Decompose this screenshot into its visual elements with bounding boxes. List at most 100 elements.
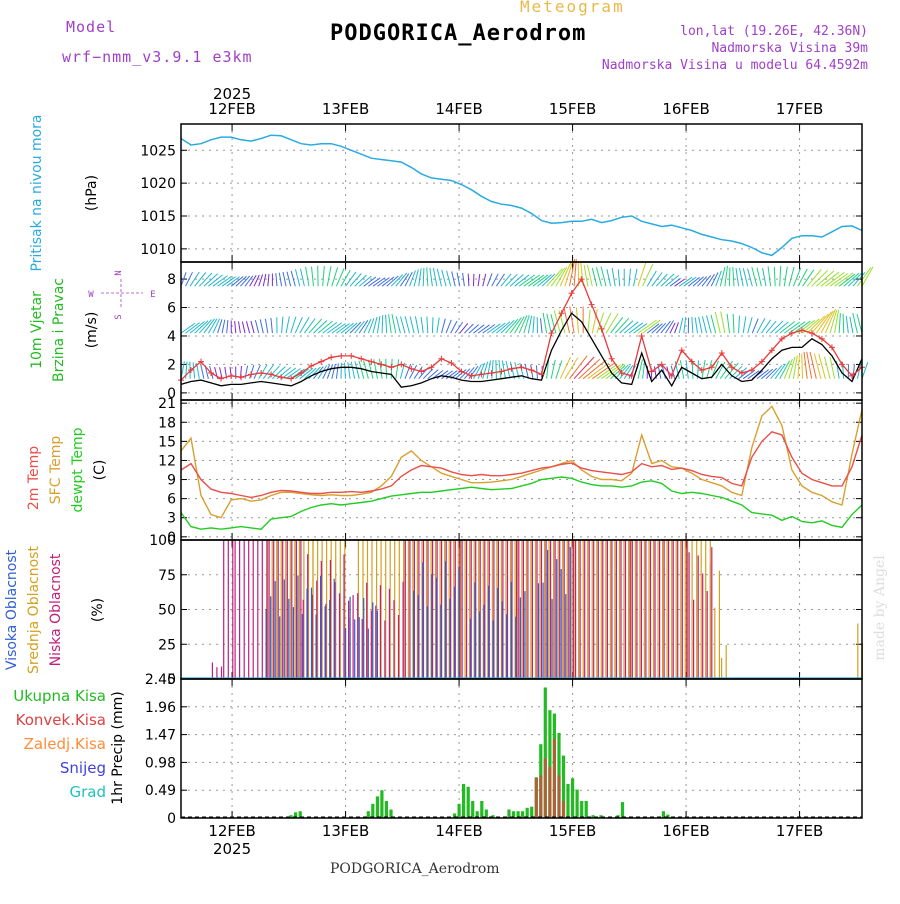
ytick-label-wind: 8 — [167, 272, 176, 288]
wind-barb — [862, 267, 873, 287]
ytick-label-temperature: 12 — [158, 453, 176, 469]
wind-barb — [543, 313, 547, 333]
ylabel-low-cloud: Niska Oblacnost — [48, 553, 64, 666]
precip-bar-total — [585, 801, 588, 818]
series-line-2m-temp — [181, 432, 862, 498]
wind-barb — [502, 361, 505, 379]
wind-barb — [839, 274, 855, 286]
wind-barb — [862, 362, 868, 379]
gust-markers — [178, 276, 865, 383]
wind-barb — [345, 363, 346, 379]
wind-barb — [442, 319, 446, 333]
precip-total-bars — [290, 688, 670, 819]
wind-barb — [748, 317, 752, 333]
wind-barb — [350, 274, 361, 287]
wind-barb — [825, 357, 831, 379]
wind-barb — [282, 317, 283, 334]
ylabel-pressure: Pritisak na nivou mora — [29, 114, 45, 271]
ytick-label-pressure: 1010 — [140, 242, 176, 258]
wind-barb — [743, 268, 747, 286]
wind-barb — [432, 317, 433, 333]
wind-barb — [268, 274, 269, 286]
gust-marker — [388, 364, 394, 370]
wind-barb — [656, 274, 667, 286]
gust-marker — [338, 353, 344, 359]
ytick-label-wind: 4 — [167, 329, 176, 345]
wind-barb — [715, 312, 720, 333]
ylabel-sfc-temp: SFC Temp — [48, 436, 64, 505]
date-label-top-15FEB: 15FEB — [549, 100, 596, 118]
precip-bar-total — [380, 790, 383, 818]
wind-barb — [437, 318, 439, 333]
date-label-bottom-14FEB: 14FEB — [435, 822, 482, 840]
ylabel-wind-2: Brzina i Pravac — [51, 278, 67, 382]
series-line-dewpt-temp — [181, 477, 862, 529]
wind-barb — [382, 315, 383, 333]
model-elevation-label: Nadmorska Visina u modelu 64.4592m — [602, 58, 868, 73]
wind-barb — [570, 306, 574, 333]
wind-barb — [483, 274, 486, 286]
wind-barb — [378, 316, 380, 333]
wind-barb — [547, 269, 563, 287]
compass-n: N — [114, 270, 124, 275]
ytick-label-precip: 0.98 — [145, 755, 176, 771]
wind-barb — [720, 267, 725, 286]
wind-barb — [560, 263, 570, 286]
precip-legend-3: Snijeg — [60, 759, 106, 777]
wind-barb — [748, 269, 753, 287]
wind-barb — [301, 269, 305, 286]
gust-marker — [328, 354, 334, 360]
lonlat-label: lon,lat (19.26E, 42.36N) — [680, 24, 868, 39]
precip-bar-convective — [553, 739, 556, 818]
wind-barb — [487, 274, 492, 287]
precip-legend-0: Ukupna Kisa — [13, 687, 106, 705]
wind-barb — [588, 265, 593, 286]
compass-s: S — [114, 314, 124, 319]
ylabel-2m-temp: 2m Temp — [26, 446, 42, 510]
wind-barb — [541, 318, 543, 333]
wind-barb — [423, 268, 424, 286]
wind-barb — [556, 360, 562, 378]
date-label-bottom-15FEB: 15FEB — [549, 822, 596, 840]
model-name: wrf−nmm_v3.9.1 e3km — [62, 48, 253, 66]
wind-barb — [332, 267, 338, 286]
cloud-series-0 — [266, 547, 570, 679]
ytick-label-wind: 6 — [167, 301, 176, 317]
ytick-label-precip: 2.45 — [145, 672, 176, 688]
wind-barb — [283, 272, 286, 286]
gust-marker — [508, 366, 514, 372]
ytick-label-clouds: 25 — [158, 637, 176, 653]
date-label-top-14FEB: 14FEB — [435, 100, 482, 118]
wind-barb — [457, 273, 460, 287]
wind-barb — [312, 267, 314, 287]
wind-barb — [768, 266, 771, 286]
series-line-sfc-temp — [181, 406, 862, 517]
wind-barb — [618, 269, 620, 286]
ytick-label-temperature: 9 — [167, 473, 176, 489]
ytick-label-precip: 1.96 — [145, 700, 176, 716]
wind-barb — [323, 266, 325, 286]
wind-barb — [835, 310, 839, 333]
wind-barb — [250, 365, 254, 379]
precip-bar-total — [458, 804, 461, 818]
footer-station: PODGORICA_Aerodrom — [330, 861, 500, 877]
wind-barb — [263, 365, 273, 379]
wind-barb — [260, 319, 263, 333]
wind-barb — [736, 268, 739, 286]
precip-bar-total — [467, 787, 470, 818]
wind-barb — [227, 320, 228, 333]
gust-marker — [348, 353, 354, 359]
wind-barb — [675, 279, 685, 286]
gust-marker — [519, 364, 525, 370]
elevation-label: Nadmorska Visina 39m — [711, 41, 868, 56]
gust-marker — [228, 373, 234, 379]
wind-barb — [839, 313, 840, 333]
wind-barb — [634, 269, 638, 286]
ylabel-dewpt-temp: dewpt Temp — [70, 427, 86, 512]
wind-barb — [711, 315, 716, 333]
ytick-label-temperature: 3 — [167, 511, 176, 527]
wind-barb — [247, 321, 250, 333]
wind-barb — [396, 317, 400, 334]
